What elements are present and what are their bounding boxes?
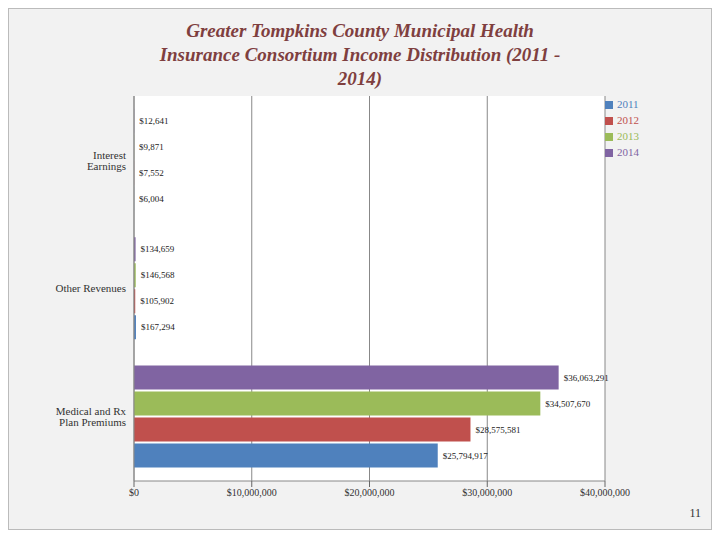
svg-text:$12,641: $12,641: [139, 116, 168, 126]
svg-text:$36,063,291: $36,063,291: [564, 373, 609, 383]
svg-text:$9,871: $9,871: [139, 142, 164, 152]
svg-text:Medical and RxPlan Premiums: Medical and RxPlan Premiums: [56, 405, 127, 428]
svg-text:$134,659: $134,659: [141, 244, 175, 254]
svg-text:$30,000,000: $30,000,000: [462, 487, 512, 498]
svg-text:$20,000,000: $20,000,000: [345, 487, 395, 498]
svg-text:$40,000,000: $40,000,000: [580, 487, 630, 498]
svg-text:$105,902: $105,902: [140, 296, 174, 306]
svg-text:$167,294: $167,294: [141, 322, 175, 332]
svg-text:InterestEarnings: InterestEarnings: [87, 149, 126, 172]
svg-text:$7,552: $7,552: [139, 168, 164, 178]
svg-text:$146,568: $146,568: [141, 270, 175, 280]
svg-text:Other Revenues: Other Revenues: [55, 282, 126, 294]
html-text:11: 11: [689, 506, 701, 520]
svg-text:$34,507,670: $34,507,670: [545, 399, 591, 409]
svg-text:$28,575,581: $28,575,581: [475, 425, 520, 435]
html-text:2013: 2013: [617, 130, 639, 142]
html-text:2014: 2014: [617, 146, 639, 158]
html-text:2011: 2011: [617, 98, 639, 110]
svg-text:$10,000,000: $10,000,000: [227, 487, 277, 498]
html-text:Greater Tompkins County Munici: Greater Tompkins County Municipal Health…: [159, 20, 561, 89]
html-text:2012: 2012: [617, 114, 639, 126]
svg-text:$0: $0: [129, 487, 139, 498]
svg-text:$6,004: $6,004: [139, 194, 164, 204]
svg-text:$25,794,917: $25,794,917: [443, 451, 489, 461]
